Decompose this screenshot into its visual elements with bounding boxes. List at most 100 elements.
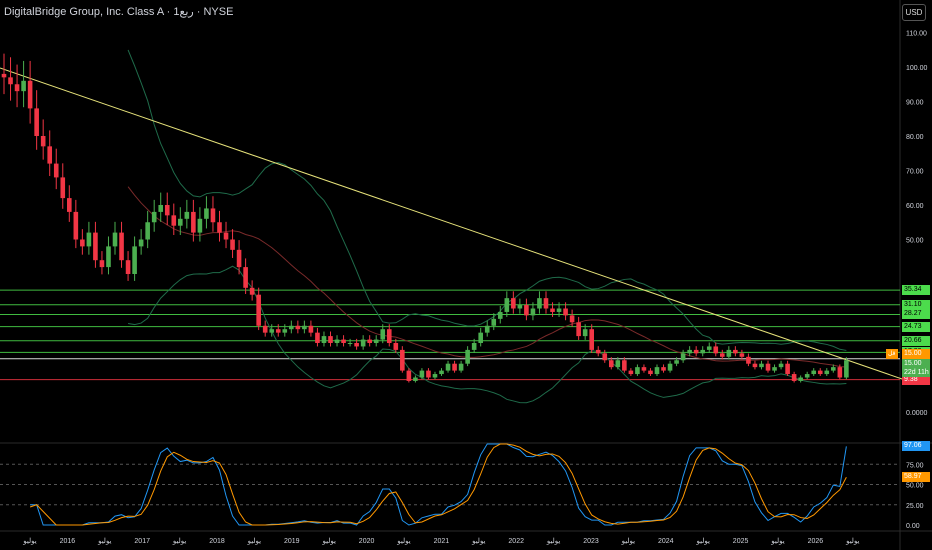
time-axis-label: يوليو [172,537,186,545]
last-price-label: 15.00 22d 11h [902,359,930,378]
candle-body [406,370,412,381]
stoch-tick: 50.00 [906,483,924,490]
candle-body [778,363,784,368]
candle-body [452,363,457,371]
candle-body [641,367,647,371]
price-tick: 110.00 [906,31,927,38]
time-axis-label: يوليو [22,537,36,545]
candle-body [517,305,523,309]
candle-body [106,246,111,268]
candle-body [837,367,843,378]
candle-body [34,108,39,136]
candle-body [236,249,242,268]
candle-body [785,363,790,375]
time-axis-label: 2018 [209,538,225,545]
candle-body [733,349,738,354]
price-tick: 70.00 [906,169,924,176]
candle-body [491,318,497,326]
candle-body [145,222,150,240]
candle-body [67,198,72,212]
candle-body [40,136,46,147]
candle-body [400,349,405,371]
candle-body [243,267,248,288]
candle-body [315,332,320,343]
trend-line[interactable] [0,67,906,381]
candle-body [693,349,699,354]
candle-body [511,298,516,309]
candle-body [530,308,536,316]
candle-body [661,367,666,371]
alert-tag[interactable]: قل [886,349,898,360]
candle-body [706,346,712,350]
price-tick: 60.00 [906,203,924,210]
candle-body [125,260,131,274]
time-axis-label: يوليو [695,537,709,545]
stoch-tick: 25.00 [906,503,924,510]
candle-body [497,311,503,319]
candle-body [282,329,288,333]
candle-body [21,80,26,92]
candle-body [393,343,399,350]
candle-body [269,329,275,333]
price-tick: 50.00 [906,238,924,245]
candle-body [308,325,314,333]
bollinger-basis [127,186,847,368]
time-axis-label: 2017 [134,538,150,545]
candle-body [811,370,817,375]
candle-body [426,370,431,378]
candle-body [648,370,653,375]
bollinger-upper-band [127,49,847,351]
price-tick: 90.00 [906,100,924,107]
candle-body [569,315,575,323]
stoch-k-label: 97.06 [902,441,930,452]
candle-body [321,336,327,343]
candle-body [289,325,294,330]
candle-body [1,73,7,78]
candle-body [262,325,268,333]
time-axis-label: 2023 [583,538,599,545]
candle-body [504,298,510,312]
candle-body [804,374,810,378]
candle-body [844,360,849,378]
candle-body [73,211,79,240]
time-axis-label: 2019 [284,538,300,545]
candle-body [302,325,307,330]
candle-body [798,377,803,381]
alert-price-label[interactable]: 15.00 [902,349,930,360]
level-price-label: 35.34 [902,285,930,296]
candle-body [478,332,483,343]
candle-body [608,360,614,368]
bar-countdown: 22d 11h [904,369,929,377]
level-price-label: 31.10 [902,299,930,310]
candle-body [746,356,751,364]
candle-body [158,205,164,212]
candle-body [445,363,451,371]
time-axis-label: يوليو [97,537,111,545]
candle-body [700,349,706,354]
candle-body [654,367,660,375]
level-price-label: 28.27 [902,309,930,320]
candle-body [419,370,425,378]
price-tick: 80.00 [906,134,924,141]
candle-body [354,343,359,347]
level-price-label: 20.66 [902,335,930,346]
candle-body [524,305,529,316]
level-price-label: 24.73 [902,321,930,332]
candle-body [151,211,157,223]
candle-body [14,84,20,92]
candle-body [550,308,555,312]
time-axis-label: 2022 [508,538,524,545]
time-axis-label: 2020 [359,538,375,545]
candle-body [752,363,758,368]
currency-button[interactable]: USD [902,4,926,21]
candle-body [602,353,608,361]
candle-body [556,308,562,312]
candle-body [817,370,823,375]
stoch-tick: 0.00 [906,523,920,530]
candle-body [831,367,836,371]
candle-body [759,363,764,368]
time-axis-label: يوليو [321,537,335,545]
candle-body [60,177,66,199]
candle-body [622,360,627,371]
